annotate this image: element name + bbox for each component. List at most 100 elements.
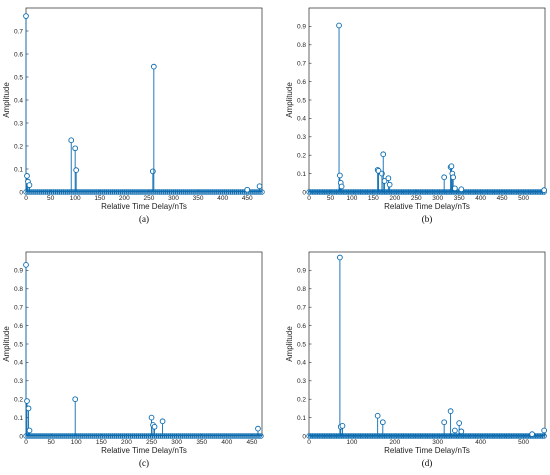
axes-box [308, 251, 546, 437]
y-axis-label: Amplitude [2, 82, 11, 118]
stem-marker [441, 419, 448, 426]
axes-box [25, 251, 263, 437]
x-tick-label: 100 [71, 439, 82, 446]
y-tick-label: 0 [302, 189, 306, 196]
y-tick-label: 0.4 [297, 116, 306, 123]
x-tick-label: 100 [346, 439, 357, 446]
y-tick-label: 0.3 [14, 378, 23, 385]
x-tick-label: 450 [497, 195, 508, 202]
x-tick-label: 450 [242, 195, 253, 202]
y-tick-label: 0 [19, 433, 23, 440]
stem-marker [24, 398, 30, 404]
subplot-caption: (a) [139, 214, 149, 224]
y-tick-label: 0.3 [297, 378, 306, 385]
y-tick-label: 0.2 [297, 153, 306, 160]
stem-marker [441, 174, 448, 181]
y-tick-label: 0.5 [14, 341, 23, 348]
y-tick-label: 0.5 [297, 97, 306, 104]
x-tick-label: 400 [217, 195, 228, 202]
stem-marker [541, 427, 547, 434]
y-tick-label: 0.3 [297, 134, 306, 141]
stem-marker [385, 175, 392, 182]
y-tick-label: 0.9 [297, 24, 306, 31]
stem-marker [458, 428, 465, 435]
x-tick-label: 400 [475, 195, 486, 202]
x-axis-label: Relative Time Delay/nTs [101, 446, 187, 455]
x-tick-label: 0 [24, 439, 28, 446]
x-tick-label: 450 [247, 439, 258, 446]
y-tick-label: 0 [302, 433, 306, 440]
x-tick-label: 300 [171, 439, 182, 446]
x-tick-label: 250 [146, 439, 157, 446]
subplot-caption: (b) [422, 214, 433, 224]
stem-marker [26, 427, 33, 434]
x-tick-label: 300 [432, 439, 443, 446]
stem-marker [338, 183, 345, 190]
stem-marker [452, 427, 458, 434]
x-tick-label: 350 [454, 195, 465, 202]
stem-marker [72, 396, 79, 403]
y-tick-label: 0.5 [297, 341, 306, 348]
stem-marker [150, 168, 156, 175]
y-tick-label: 0.6 [297, 79, 306, 86]
x-tick-label: 50 [47, 439, 55, 446]
stem-marker [23, 262, 29, 268]
x-tick-label: 500 [518, 439, 529, 446]
subplot-d: 0 100 200 300 400 500 0 0.1 0.2 0.3 0.4 0.5 0.6 0.7 0.… [285, 251, 547, 468]
x-tick-label: 350 [196, 439, 207, 446]
y-tick-label: 0.4 [14, 360, 23, 367]
subplot-c: 0 50 100 150 200 250 300 350 400 450 0 0.1 0.2 0.3 0.4… [2, 251, 264, 468]
stem-marker [337, 172, 343, 179]
y-tick-label: 0.8 [297, 286, 306, 293]
y-axis-label: Amplitude [2, 326, 11, 362]
x-tick-label: 0 [24, 195, 28, 202]
x-tick-label: 150 [96, 439, 107, 446]
x-axis-label: Relative Time Delay/nTs [101, 202, 187, 211]
x-tick-label: 0 [307, 195, 311, 202]
y-tick-label: 0.6 [297, 323, 306, 330]
x-tick-label: 50 [47, 195, 55, 202]
stem-marker [452, 185, 458, 192]
y-tick-label: 0.2 [14, 397, 23, 404]
axes-box [308, 7, 546, 193]
x-tick-label: 200 [389, 195, 400, 202]
y-axis-label: Amplitude [285, 326, 294, 362]
y-tick-label: 0.4 [14, 97, 23, 104]
zero-stem-markers [23, 433, 264, 439]
x-tick-label: 250 [411, 195, 422, 202]
y-tick-label: 0.7 [297, 61, 306, 68]
stem-marker [447, 408, 454, 415]
stem-marker [25, 405, 32, 412]
stem-marker [458, 186, 465, 193]
stem-marker [456, 420, 463, 426]
x-tick-label: 400 [475, 439, 486, 446]
stem-marker [381, 178, 388, 184]
stem-marker [159, 418, 166, 425]
x-tick-label: 300 [168, 195, 179, 202]
stem-marker [339, 423, 346, 429]
y-axis-label: Amplitude [285, 82, 294, 118]
stem-marker [374, 412, 381, 419]
x-tick-label: 150 [94, 195, 105, 202]
y-tick-label: 0.7 [297, 305, 306, 312]
y-tick-label: 0.1 [14, 415, 23, 422]
x-tick-label: 0 [307, 439, 311, 446]
subplot-b: 0 50 100 150 200 250 300 350 400 450 500 0 0.1 0.2 0.3… [285, 7, 547, 224]
zero-stem-markers [306, 433, 547, 439]
stem-marker [255, 425, 261, 432]
x-axis-label: Relative Time Delay/nTs [384, 446, 470, 455]
y-tick-label: 0.4 [297, 360, 306, 367]
y-tick-label: 0.9 [297, 268, 306, 275]
stem-marker [379, 419, 386, 426]
y-tick-label: 0.5 [14, 74, 23, 81]
y-tick-label: 0 [19, 189, 23, 196]
stem-marker [337, 254, 343, 261]
y-tick-label: 0.1 [297, 415, 306, 422]
stem-marker [73, 167, 80, 174]
x-tick-label: 300 [432, 195, 443, 202]
x-tick-label: 400 [221, 439, 232, 446]
x-tick-label: 200 [119, 195, 130, 202]
stem-marker [529, 431, 535, 438]
y-tick-label: 0.8 [297, 42, 306, 49]
stem-marker [448, 163, 455, 170]
